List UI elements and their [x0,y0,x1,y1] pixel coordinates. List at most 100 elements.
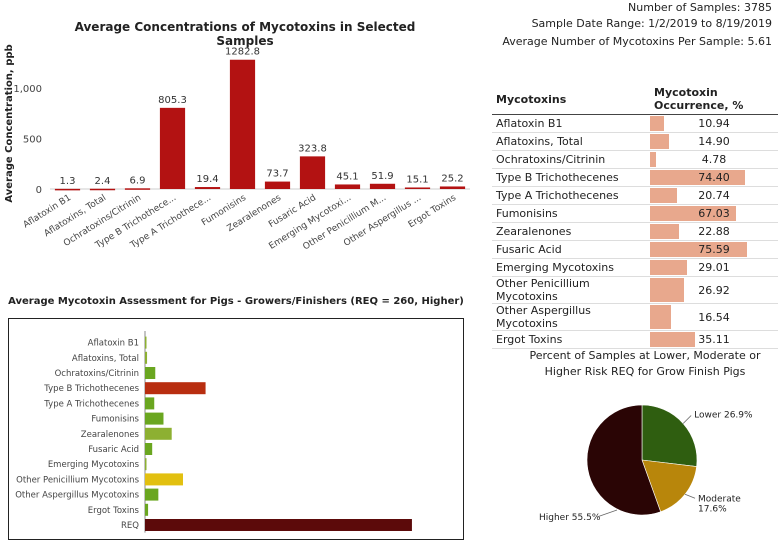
data-label: 25.2 [441,173,463,184]
category-label: Type B Trichothecenes [43,384,139,394]
bar [145,519,412,531]
bar [334,184,361,189]
data-label: 45.1 [336,171,358,182]
occurrence-bar [650,242,747,257]
occurrence-cell: 10.94 [650,114,778,133]
bar [145,382,206,395]
occurrence-value: 26.92 [698,283,730,297]
category-label: Other Penicillium Mycotoxins [16,475,139,485]
data-label: 1.3 [60,176,76,187]
slice-label: 17.6% [698,504,727,514]
occurrence-value: 75.59 [698,243,730,256]
data-label: 1282.8 [225,47,260,58]
mycotoxin-name: Fumonisins [492,204,650,223]
y-tick-label: 500 [23,135,42,146]
category-label: Fumonisins [91,415,139,425]
category-label: Type A Trichothecenes [43,399,139,409]
occurrence-row: Other Aspergillus Mycotoxins 16.54 [492,303,778,331]
occurrence-bar [650,305,672,329]
occurrence-bar [650,224,680,239]
occurrence-value: 29.01 [698,261,730,274]
occurrence-cell: 16.54 [650,303,778,331]
occurrence-bar [650,134,670,149]
category-label: Fusaric Acid [88,445,139,455]
occurrence-row: Aflatoxins, Total 14.90 [492,132,778,151]
y-tick-label: 1,000 [13,84,42,95]
summary-stats: Number of Samples: 3785 Sample Date Rang… [502,0,772,50]
col-occurrence: Mycotoxin Occurrence, % [650,84,778,115]
mycotoxin-name: Emerging Mycotoxins [492,258,650,277]
occurrence-value: 20.74 [698,189,730,202]
leader-line [596,509,618,518]
occurrence-cell: 4.78 [650,150,778,169]
bar [194,187,221,189]
mycotoxin-name: Ochratoxins/Citrinin [492,150,650,169]
occurrence-cell: 67.03 [650,204,778,223]
occurrence-value: 14.90 [698,135,730,148]
data-label: 19.4 [196,174,218,185]
bar [145,427,172,440]
category-label: Aflatoxins, Total [72,354,139,364]
slice-label: Lower 26.9% [694,410,753,420]
slice-label: Moderate [698,494,741,504]
number-of-samples: Number of Samples: 3785 [628,1,772,14]
data-label: 323.8 [298,143,327,154]
occurrence-value: 74.40 [698,171,730,184]
occurrence-row: Other Penicillium Mycotoxins 26.92 [492,276,778,304]
mycotoxin-name: Aflatoxin B1 [492,114,650,133]
category-label: Emerging Mycotoxins [48,460,140,470]
avg-mycotoxins-per-sample: Average Number of Mycotoxins Per Sample:… [502,35,772,48]
y-tick-label: 0 [36,185,42,196]
risk-pie-title: Percent of Samples at Lower, Moderate or… [529,349,761,378]
bar [145,488,159,501]
assessment-chart-panel: Aflatoxin B1 Aflatoxins, Total Ochratoxins… [8,318,464,540]
leader-line [682,415,692,424]
bar [229,59,256,189]
assessment-bar-chart: Aflatoxin B1 Aflatoxins, Total Ochratoxins… [15,331,412,533]
assessment-chart-title: Average Mycotoxin Assessment for Pigs - … [8,296,464,307]
occurrence-cell: 20.74 [650,186,778,205]
data-label: 51.9 [371,171,393,182]
bar [145,367,156,379]
concentration-chart-title: Average Concentrations of Mycotoxins in … [74,20,416,48]
occurrence-bar [650,152,657,167]
bar [145,351,148,364]
occurrence-value: 16.54 [698,310,730,324]
occurrence-cell: 26.92 [650,276,778,304]
leader-line [684,493,696,499]
occurrence-bar [650,116,664,131]
occurrence-row: Zearalenones 22.88 [492,222,778,241]
occurrence-row: Type B Trichothecenes 74.40 [492,168,778,187]
concentration-bar-chart: Average Concentration, ppb 05001,0001.3Af… [4,44,470,252]
data-label: 73.7 [266,169,288,180]
bar [145,412,164,425]
data-label: 805.3 [158,95,187,106]
category-label: Aflatoxin B1 [88,339,139,349]
bar [264,181,291,189]
mycotoxin-name: Ergot Toxins [492,330,650,349]
occurrence-cell: 35.11 [650,330,778,349]
occurrence-value: 35.11 [698,333,730,346]
mycotoxin-name: Other Penicillium Mycotoxins [492,276,650,304]
occurrence-table-header: Mycotoxins Mycotoxin Occurrence, % [492,84,778,115]
bar [404,187,431,189]
y-axis-label: Average Concentration, ppb [4,44,15,202]
bar [145,397,155,410]
occurrence-cell: 14.90 [650,132,778,151]
occurrence-value: 4.78 [701,153,727,166]
occurrence-cell: 22.88 [650,222,778,241]
occurrence-value: 67.03 [698,207,730,220]
bar [145,458,147,471]
data-label: 2.4 [95,176,111,187]
occurrence-value: 22.88 [698,225,730,238]
category-label: Zearalenones [81,430,140,440]
category-label: REQ [121,521,139,531]
pie-slice-lower [641,404,698,467]
bar [369,183,396,189]
bar [145,336,147,349]
mycotoxin-name: Zearalenones [492,222,650,241]
occurrence-row: Aflatoxin B1 10.94 [492,114,778,133]
category-label: Other Aspergillus Mycotoxins [15,491,139,501]
data-label: 6.9 [130,175,146,186]
bar [145,473,183,486]
